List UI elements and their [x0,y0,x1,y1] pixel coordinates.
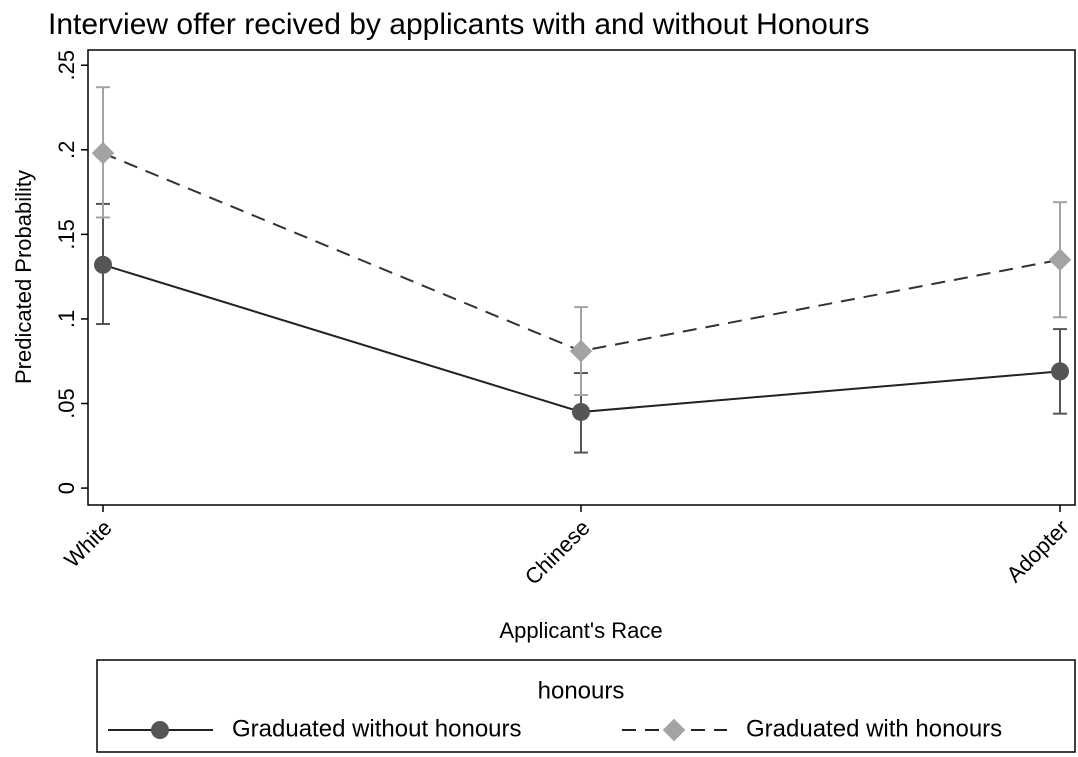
legend-marker [662,718,686,742]
y-tick-label: .05 [54,388,79,419]
point [91,141,115,165]
y-tick-label: .1 [54,310,79,328]
legend-label: Graduated without honours [232,715,522,742]
y-tick-label: 0 [54,482,79,494]
chart-title: Interview offer recived by applicants wi… [48,8,870,41]
x-tick-label: Chinese [520,515,595,590]
legend-box [96,659,1076,753]
point [1051,362,1069,381]
x-tick-label: Adopter [1001,515,1073,587]
y-tick-label: .25 [54,50,79,81]
point [94,255,112,274]
legend-label: Graduated with honours [746,715,1002,742]
point [572,402,590,421]
y-tick-label: .15 [54,219,79,250]
point [569,339,593,363]
point [1048,248,1072,271]
x-tick-label: White [59,515,116,572]
x-axis-title: Applicant's Race [499,618,662,643]
legend-title: honours [538,677,625,704]
y-tick-label: .2 [54,141,79,159]
legend-marker [151,721,169,739]
y-axis-title: Predicated Probability [11,170,36,384]
